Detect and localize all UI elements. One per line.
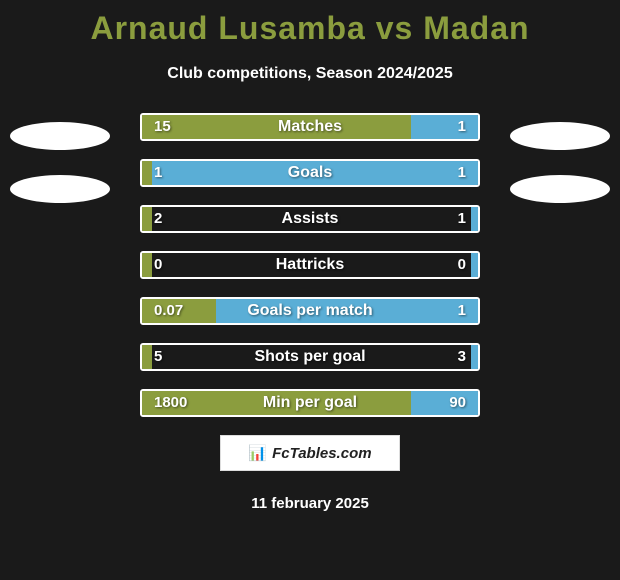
stat-value-right: 1 [458, 207, 466, 231]
stat-value-right: 1 [458, 299, 466, 323]
player-left-logo-1 [10, 122, 110, 150]
stat-label: Goals per match [142, 299, 478, 323]
branding-text: FcTables.com [272, 445, 371, 462]
stat-label: Matches [142, 115, 478, 139]
footer-date: 11 february 2025 [0, 495, 620, 512]
player-left-logo-2 [10, 175, 110, 203]
stat-row-goals-per-match: 0.07 Goals per match 1 [140, 297, 480, 325]
page-subtitle: Club competitions, Season 2024/2025 [0, 65, 620, 83]
stat-label: Assists [142, 207, 478, 231]
player-right-logo-2 [510, 175, 610, 203]
stat-row-hattricks: 0 Hattricks 0 [140, 251, 480, 279]
stat-value-right: 1 [458, 115, 466, 139]
stat-row-assists: 2 Assists 1 [140, 205, 480, 233]
stat-row-matches: 15 Matches 1 [140, 113, 480, 141]
stat-label: Hattricks [142, 253, 478, 277]
stat-value-right: 0 [458, 253, 466, 277]
branding-badge[interactable]: 📊 FcTables.com [220, 435, 400, 471]
stat-row-goals: 1 Goals 1 [140, 159, 480, 187]
stat-value-right: 1 [458, 161, 466, 185]
stat-label: Goals [142, 161, 478, 185]
stat-label: Min per goal [142, 391, 478, 415]
page-title: Arnaud Lusamba vs Madan [0, 0, 620, 47]
stat-row-min-per-goal: 1800 Min per goal 90 [140, 389, 480, 417]
stat-value-right: 3 [458, 345, 466, 369]
stat-value-right: 90 [449, 391, 466, 415]
player-right-logo-1 [510, 122, 610, 150]
stats-container: 15 Matches 1 1 Goals 1 2 Assists 1 0 Hat… [140, 113, 480, 417]
stat-row-shots-per-goal: 5 Shots per goal 3 [140, 343, 480, 371]
chart-icon: 📊 [248, 444, 267, 462]
stat-label: Shots per goal [142, 345, 478, 369]
